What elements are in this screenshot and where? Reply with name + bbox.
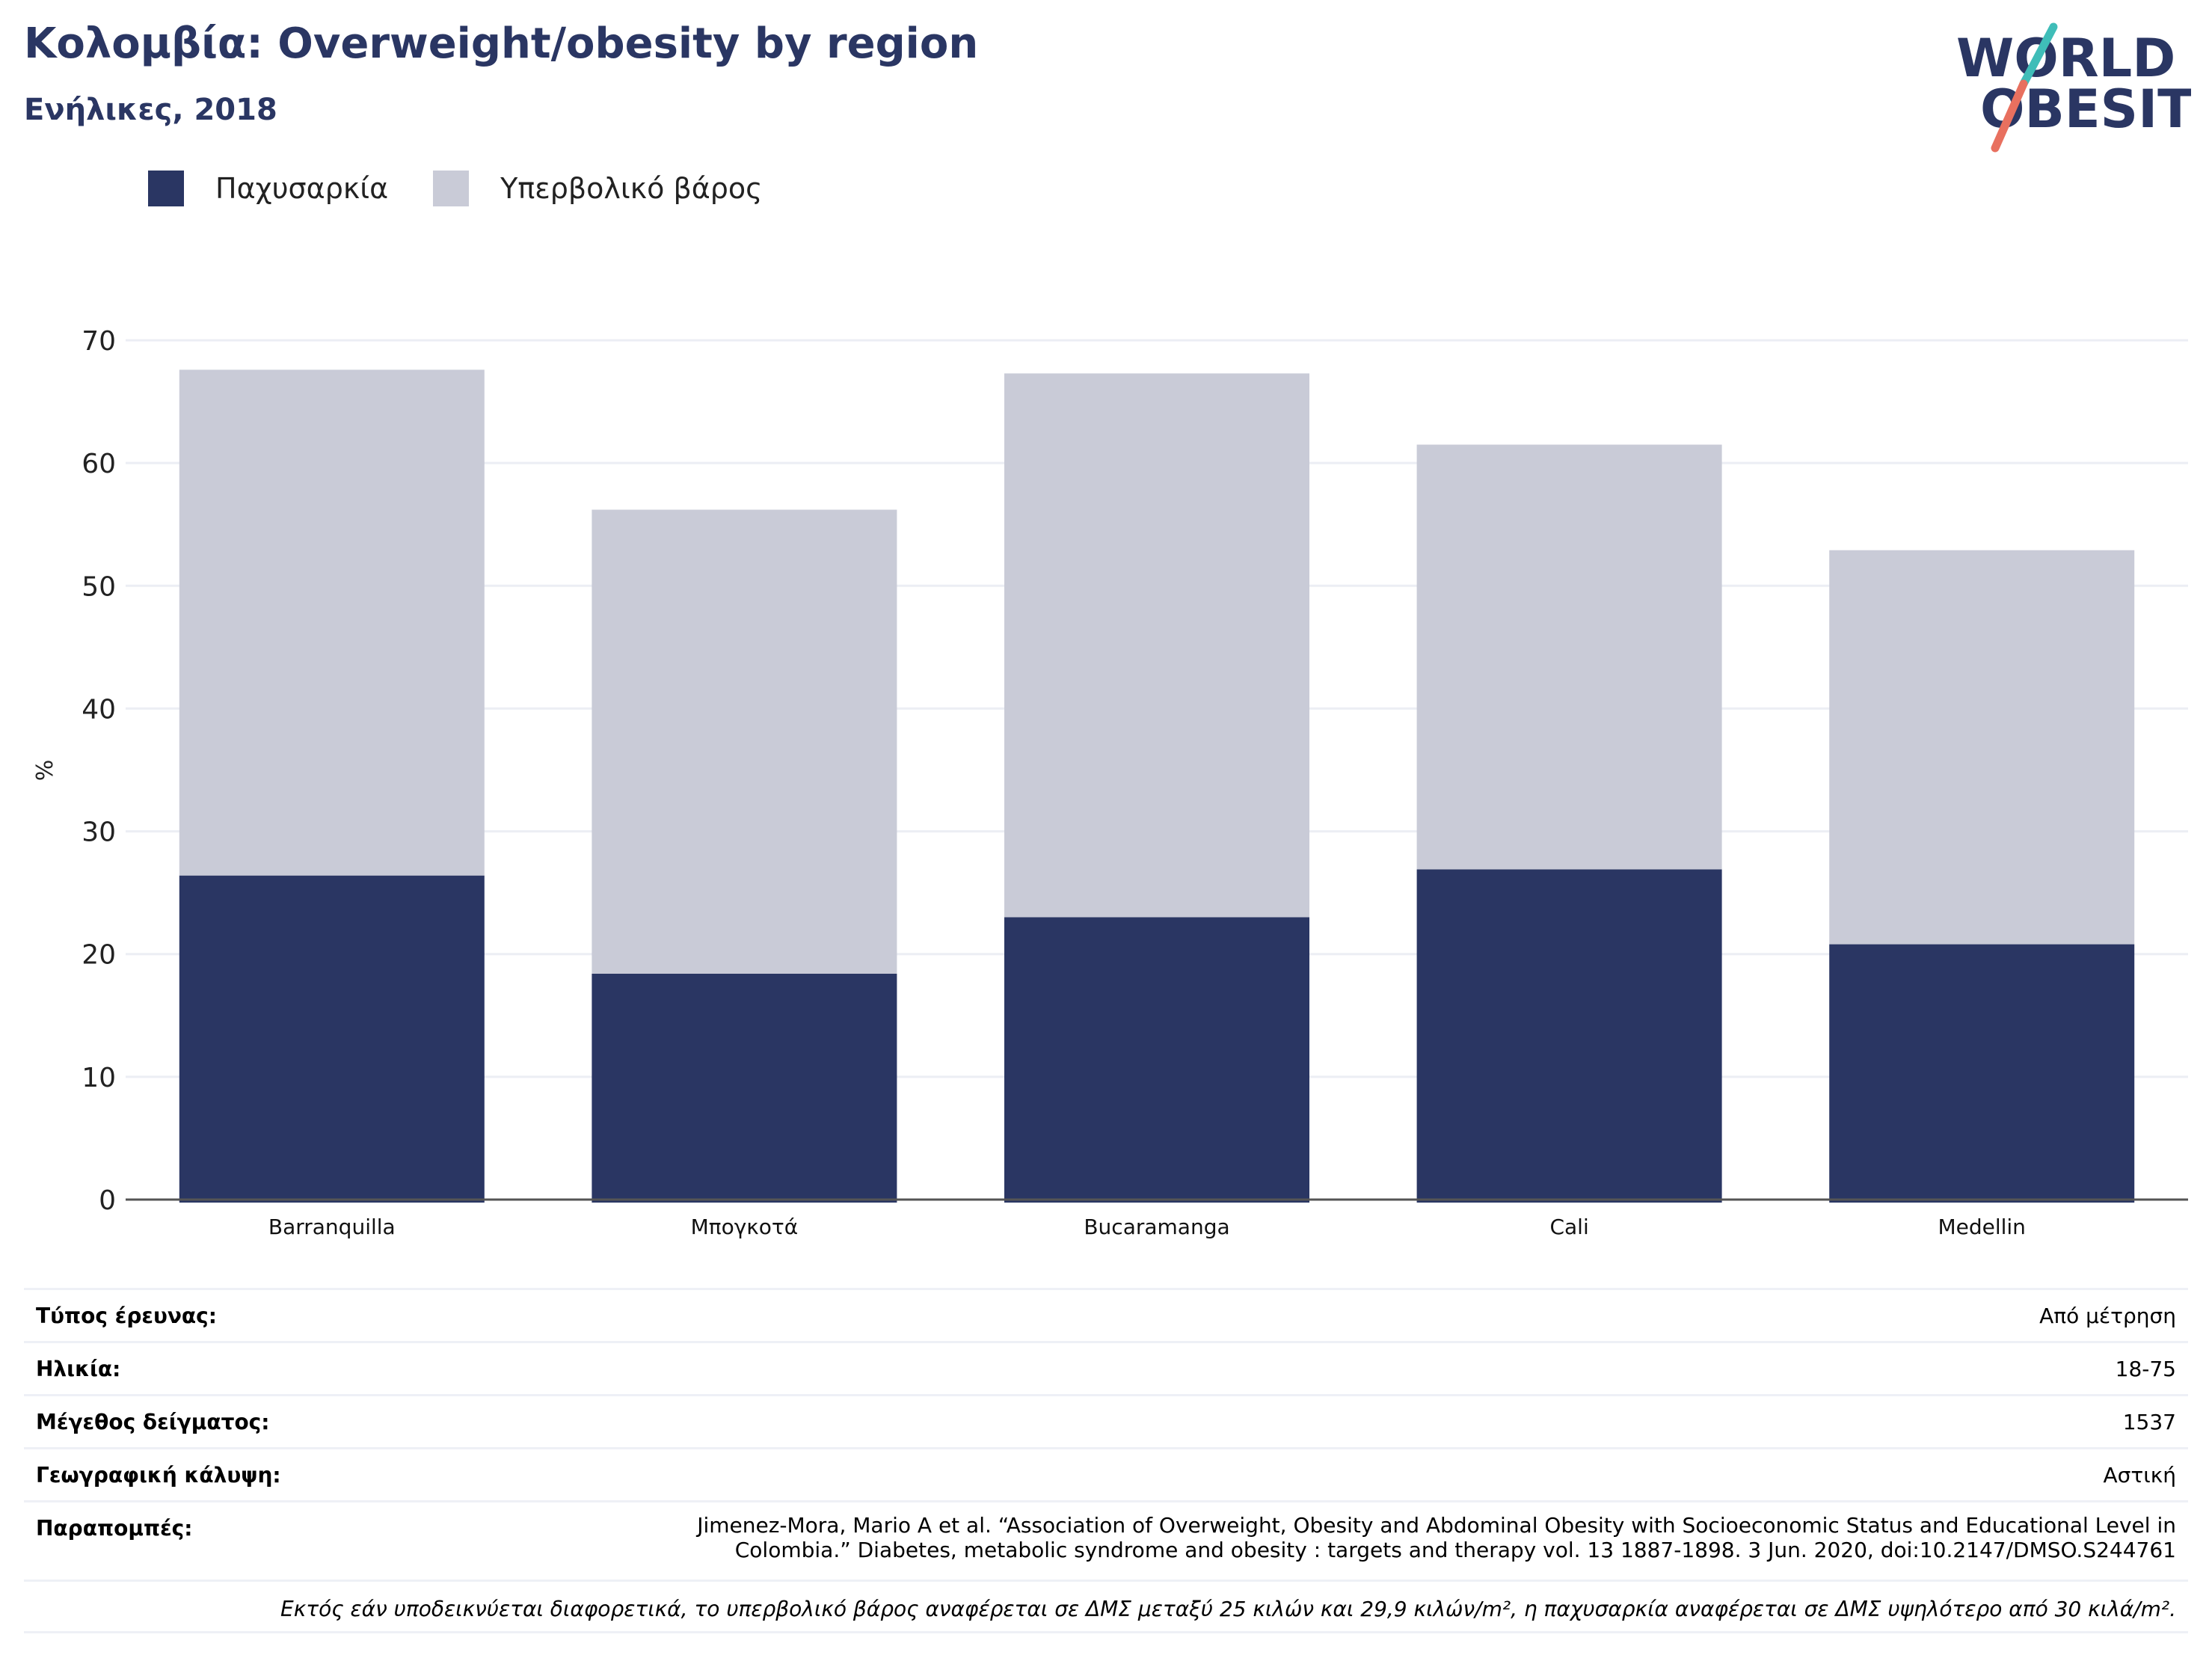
info-value-age: 18-75	[2115, 1357, 2176, 1381]
legend-swatch-overweight	[433, 171, 470, 206]
footnote: Εκτός εάν υποδεικνύεται διαφορετικά, το …	[24, 1580, 2188, 1633]
world-obesity-logo: WORLD OBESITY	[1956, 22, 2191, 153]
x-tick-label: Μπογκοτά	[691, 1215, 799, 1239]
y-tick-label: 0	[99, 1185, 116, 1216]
bar-overweight-3	[1416, 444, 1722, 870]
bar-overweight-1	[592, 509, 897, 974]
y-tick-label: 10	[82, 1063, 116, 1093]
bar-obesity-1	[592, 973, 897, 1203]
logo-word-world: WORLD	[1956, 28, 2175, 89]
info-row-references: Παραπομπές: Jimenez-Mora, Mario A et al.…	[24, 1500, 2188, 1580]
legend: Παχυσαρκία Υπερβολικό βάρος	[148, 171, 807, 206]
logo-slash-coral	[1991, 79, 2028, 153]
y-tick-label: 30	[82, 817, 116, 848]
legend-swatch-obesity	[148, 171, 184, 206]
info-row-survey-type: Τύπος έρευνας: Από μέτρηση	[24, 1288, 2188, 1341]
y-tick-label: 40	[82, 694, 116, 725]
x-tick-label: Bucaramanga	[1084, 1215, 1229, 1239]
chart-title: Κολομβία: Overweight/obesity by region	[24, 19, 979, 68]
logo-slash-teal	[2019, 22, 2058, 88]
legend-label-overweight: Υπερβολικό βάρος	[500, 172, 763, 205]
survey-info-table: Τύπος έρευνας: Από μέτρηση Ηλικία: 18-75…	[24, 1288, 2188, 1633]
y-tick-label: 60	[82, 449, 116, 479]
y-tick-label: 70	[82, 326, 116, 357]
bar-overweight-0	[179, 369, 485, 876]
x-tick-label: Cali	[1549, 1215, 1588, 1239]
x-tick-label: Medellin	[1938, 1215, 2025, 1239]
info-row-age: Ηλικία: 18-75	[24, 1341, 2188, 1394]
bar-overweight-2	[1004, 373, 1309, 918]
bar-obesity-4	[1829, 944, 2135, 1203]
info-label-survey-type: Τύπος έρευνας:	[36, 1304, 217, 1328]
y-axis-label: %	[32, 760, 58, 782]
info-label-age: Ηλικία:	[36, 1357, 121, 1381]
bar-obesity-3	[1416, 869, 1722, 1203]
info-value-sample-size: 1537	[2122, 1410, 2176, 1434]
info-row-sample-size: Μέγεθος δείγματος: 1537	[24, 1394, 2188, 1447]
legend-item-obesity: Παχυσαρκία	[148, 171, 388, 206]
info-label-coverage: Γεωγραφική κάλυψη:	[36, 1463, 281, 1488]
info-value-references: Jimenez-Mora, Mario A et al. “Associatio…	[697, 1513, 2176, 1562]
legend-item-overweight: Υπερβολικό βάρος	[433, 171, 762, 206]
info-label-sample-size: Μέγεθος δείγματος:	[36, 1410, 270, 1434]
chart-subtitle: Ενήλικες, 2018	[24, 93, 277, 127]
info-label-references: Παραπομπές:	[36, 1516, 193, 1541]
info-row-coverage: Γεωγραφική κάλυψη: Αστική	[24, 1447, 2188, 1500]
y-tick-label: 20	[82, 940, 116, 971]
info-value-survey-type: Από μέτρηση	[2039, 1304, 2176, 1328]
x-tick-label: Barranquilla	[268, 1215, 396, 1239]
info-value-coverage: Αστική	[2103, 1463, 2176, 1488]
legend-label-obesity: Παχυσαρκία	[215, 172, 389, 205]
bar-overweight-4	[1829, 550, 2135, 945]
bar-obesity-2	[1004, 917, 1309, 1203]
bar-chart: 0 10 20 30 40 50 60 70% Barranquilla Μπογκοτά Buca…	[32, 326, 2188, 1239]
bar-obesity-0	[179, 875, 485, 1203]
y-tick-label: 50	[82, 571, 116, 602]
